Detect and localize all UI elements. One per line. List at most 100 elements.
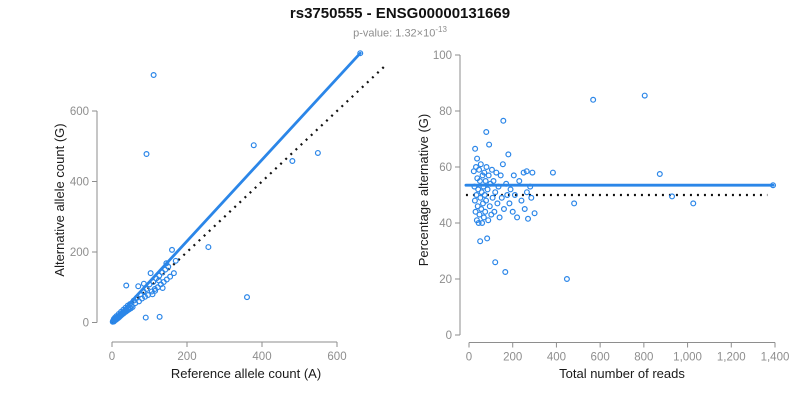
data-point: [494, 200, 501, 207]
data-point: [140, 280, 147, 287]
data-point: [496, 214, 503, 221]
x-tick-label: 1,200: [717, 352, 746, 364]
allele-count-scatter: 0 200 400 600 0 200 400 600: [70, 50, 386, 363]
data-point: [549, 169, 556, 176]
p-value-text: p-value: 1.32×10: [353, 27, 436, 40]
data-point: [502, 269, 509, 276]
data-point: [476, 178, 483, 185]
data-point: [485, 217, 492, 224]
data-point: [155, 277, 162, 284]
data-point: [250, 142, 257, 149]
data-point: [147, 270, 154, 277]
y-tick-label: 20: [439, 274, 452, 286]
data-point: [491, 208, 498, 215]
data-point: [163, 260, 170, 267]
data-point: [143, 286, 150, 293]
data-point: [490, 178, 497, 185]
data-point: [770, 182, 777, 189]
y-tick-label: 60: [439, 162, 452, 174]
data-point: [523, 189, 530, 196]
data-point: [159, 284, 166, 291]
figure-title: rs3750555 - ENSG00000131669: [289, 5, 511, 22]
x-tick-label: 800: [634, 352, 653, 364]
data-point: [484, 235, 491, 242]
data-point: [520, 169, 527, 176]
x-tick-label: 1,400: [761, 352, 790, 364]
y-tick-label: 400: [70, 177, 89, 189]
data-point: [289, 158, 296, 165]
data-point: [492, 189, 499, 196]
x-tick-label: 0: [109, 351, 115, 363]
data-point: [150, 72, 157, 79]
data-point: [476, 211, 483, 218]
y-tick-label: 0: [446, 330, 452, 342]
data-point: [500, 206, 507, 213]
data-point: [159, 269, 166, 276]
data-point: [488, 166, 495, 173]
data-point: [528, 194, 535, 201]
x-tick-label: 400: [547, 352, 566, 364]
data-point: [503, 180, 510, 187]
data-point: [495, 183, 502, 190]
data-point: [497, 172, 504, 179]
x-tick-label: 400: [252, 351, 271, 363]
data-point: [172, 257, 179, 264]
data-point: [690, 200, 697, 207]
data-point: [478, 189, 485, 196]
data-point: [510, 172, 517, 179]
data-point: [484, 186, 491, 193]
left-y-axis-title: Alternative allele count (G): [52, 123, 67, 277]
data-point: [357, 50, 364, 57]
data-point: [523, 168, 530, 175]
data-point: [471, 183, 478, 190]
x-tick-label: 200: [503, 352, 522, 364]
data-point: [498, 194, 505, 201]
right-x-axis-title: Total number of reads: [559, 366, 685, 381]
data-point: [563, 276, 570, 283]
data-point: [511, 192, 518, 199]
data-point: [488, 211, 495, 218]
data-point: [527, 183, 534, 190]
data-point: [656, 171, 663, 178]
data-point: [493, 169, 500, 176]
x-tick-label: 1,000: [673, 352, 702, 364]
data-point: [142, 314, 149, 321]
data-point: [169, 246, 176, 253]
data-point: [477, 161, 484, 168]
y-tick-label: 100: [433, 50, 452, 62]
data-point: [150, 278, 157, 285]
data-point: [135, 283, 142, 290]
p-value-exponent: -13: [435, 25, 447, 34]
data-point: [483, 197, 490, 204]
data-point: [571, 200, 578, 207]
data-point: [478, 206, 485, 213]
data-point: [143, 151, 150, 158]
data-point: [476, 166, 483, 173]
y-tick-label: 200: [70, 247, 89, 259]
x-tick-label: 600: [591, 352, 610, 364]
x-tick-label: 600: [327, 351, 346, 363]
data-point: [156, 313, 163, 320]
right-y-axis-title: Percentage alternative (G): [416, 113, 431, 267]
data-point: [471, 197, 478, 204]
data-point: [516, 178, 523, 185]
x-tick-label: 200: [177, 351, 196, 363]
y-tick-label: 0: [83, 318, 89, 330]
data-point: [514, 214, 521, 221]
data-point: [507, 186, 514, 193]
data-point: [483, 129, 490, 136]
data-point: [472, 145, 479, 152]
data-point: [506, 200, 513, 207]
data-point: [167, 273, 174, 280]
data-point: [110, 315, 117, 322]
data-point: [492, 259, 499, 266]
data-point: [170, 270, 177, 277]
data-point: [521, 206, 528, 213]
data-point: [472, 208, 479, 215]
data-point: [481, 169, 488, 176]
data-point: [531, 210, 538, 217]
data-point: [486, 203, 493, 210]
left-x-axis-title: Reference allele count (A): [170, 366, 322, 381]
p-value-subtitle: p-value: 1.32×10-13: [0, 25, 800, 40]
